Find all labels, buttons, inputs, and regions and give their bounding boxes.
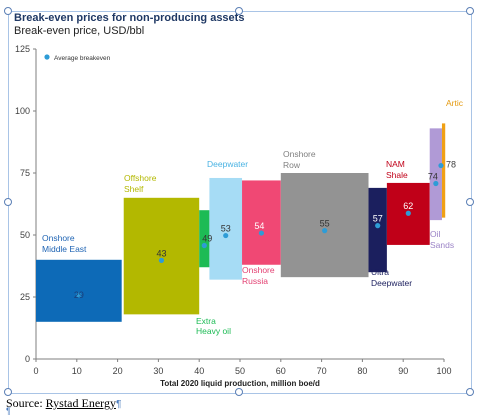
resize-handle-top-right[interactable] [466,7,474,15]
series-name-label: Middle East [42,244,87,254]
average-value-label: 53 [221,224,231,234]
pilcrow-mark-2: ¶ [6,406,11,416]
series-name-label: Extra [196,316,216,326]
source-label: Source: [6,396,46,410]
y-tick-label: 0 [25,354,30,364]
resize-handle-bottom-center[interactable] [235,388,243,396]
y-tick-label: 50 [20,230,30,240]
legend-marker [44,54,50,60]
series-name-label: NAM [386,159,405,169]
series-name-label: Onshore [42,233,75,243]
chart-axes: 0 25 50 75 100 125 0 10 20 30 40 50 60 70 80 90 100 Total… [15,44,452,388]
y-tick-label: 100 [15,106,30,116]
source-line: Source: Rystad Energy¶ [6,396,121,411]
x-tick-label: 0 [33,366,38,376]
chart-bars [36,123,446,322]
series-name-label: Onshore [283,149,316,159]
bar-2 [199,210,210,268]
series-name-label: Sands [430,240,454,250]
source-name: Rystad Energy [45,396,116,410]
average-value-label: 49 [202,233,212,243]
pilcrow-mark: ¶ [115,399,122,410]
average-marker [258,230,265,236]
average-marker [438,162,444,169]
resize-handle-middle-right[interactable] [466,198,474,206]
x-axis-title: Total 2020 liquid production, million bo… [160,379,320,388]
y-tick-label: 25 [20,292,30,302]
series-name-label: Shale [386,170,408,180]
bar-6 [368,187,387,273]
series-name-label: Russia [242,276,268,286]
average-value-label: 54 [254,221,264,231]
series-name-label: Deepwater [371,278,412,288]
x-tick-label: 50 [235,366,245,376]
average-marker [223,232,229,239]
resize-handle-bottom-right[interactable] [466,388,474,396]
chart-subtitle: Break-even price, USD/bbl [14,25,145,37]
average-value-label: 43 [156,248,166,258]
series-name-label: Ultra [371,267,389,277]
y-tick-label: 75 [20,168,30,178]
resize-handle-middle-left[interactable] [4,198,12,206]
series-name-label: Deepwater [207,159,248,169]
average-value-label: 74 [428,171,438,181]
average-value-label: 78 [446,160,456,170]
bar-4 [242,180,281,265]
bar-9 [441,123,446,218]
resize-handle-bottom-left[interactable] [4,388,12,396]
series-name-label: Onshore [242,265,275,275]
series-name-label: Offshore [124,173,157,183]
average-value-label: 55 [320,219,330,229]
bar-0 [36,259,122,322]
x-tick-label: 60 [276,366,286,376]
bar-5 [280,173,369,278]
x-tick-label: 90 [398,366,408,376]
bar-1 [123,197,200,315]
y-tick-label: 125 [15,44,30,54]
average-marker [201,242,207,249]
x-tick-label: 100 [436,366,451,376]
x-tick-label: 80 [357,366,367,376]
x-tick-label: 30 [153,366,163,376]
average-value-label: 29 [74,290,84,300]
average-marker [375,223,381,229]
series-name-label: Row [283,160,301,170]
average-value-label: 57 [373,214,383,224]
chart-title: Break-even prices for non-producing asse… [14,12,245,24]
bar-8 [429,128,442,221]
average-marker [322,228,328,234]
resize-handle-top-left[interactable] [4,7,12,15]
bar-3 [209,177,243,280]
x-tick-label: 40 [194,366,204,376]
series-name-label: Artic [446,98,464,108]
chart-labels: Average breakeven 29 43 49 53 54 55 57 62 74 78 Ons… [42,54,464,336]
series-name-label: Oil [430,229,441,239]
series-name-label: Shelf [124,184,144,194]
average-marker [158,257,165,263]
average-value-label: 62 [403,201,413,211]
x-tick-label: 20 [113,366,123,376]
series-name-label: Heavy oil [196,326,231,336]
average-marker [405,210,411,216]
x-tick-label: 70 [317,366,327,376]
average-marker [433,180,439,187]
resize-handle-top-center[interactable] [235,7,243,15]
average-marker [76,292,82,298]
x-tick-label: 10 [72,366,82,376]
legend-label: Average breakeven [54,55,111,62]
